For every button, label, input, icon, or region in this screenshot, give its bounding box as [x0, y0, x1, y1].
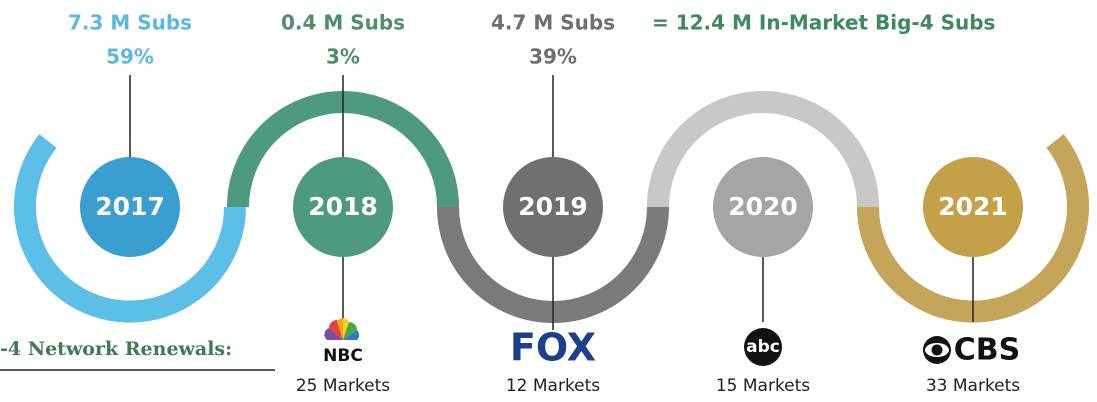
share: 3%	[326, 45, 360, 69]
nbc-logo	[324, 318, 360, 340]
year: 2017	[95, 192, 165, 221]
network: FOX	[510, 326, 596, 370]
abc-logo	[744, 328, 782, 366]
year-circle	[293, 157, 393, 257]
markets: 12 Markets	[506, 376, 600, 396]
arc-2021	[857, 134, 1089, 323]
year: 2021	[938, 192, 1008, 221]
year-circle	[923, 157, 1023, 257]
year: 2019	[518, 192, 588, 221]
network: CBS	[954, 333, 1021, 368]
renewals-label: -4 Network Renewals:	[0, 338, 232, 360]
subs: 4.7 M Subs	[491, 11, 615, 35]
year-circle	[503, 157, 603, 257]
year-circle	[80, 157, 180, 257]
arc-2020	[647, 91, 879, 208]
network: abc	[746, 337, 780, 357]
network: NBC	[323, 346, 363, 366]
year: 2020	[728, 192, 798, 221]
arc-2017	[14, 134, 246, 323]
share: 59%	[106, 45, 154, 69]
markets: 15 Markets	[716, 376, 810, 396]
markets: 25 Markets	[296, 376, 390, 396]
year-circle	[713, 157, 813, 257]
year: 2018	[308, 192, 378, 221]
cbs-eye	[923, 336, 951, 364]
subs: 0.4 M Subs	[281, 11, 405, 35]
total: = 12.4 M In-Market Big-4 Subs	[652, 11, 995, 35]
markets: 33 Markets	[926, 376, 1020, 396]
share: 39%	[529, 45, 577, 69]
subs: 7.3 M Subs	[68, 11, 192, 35]
